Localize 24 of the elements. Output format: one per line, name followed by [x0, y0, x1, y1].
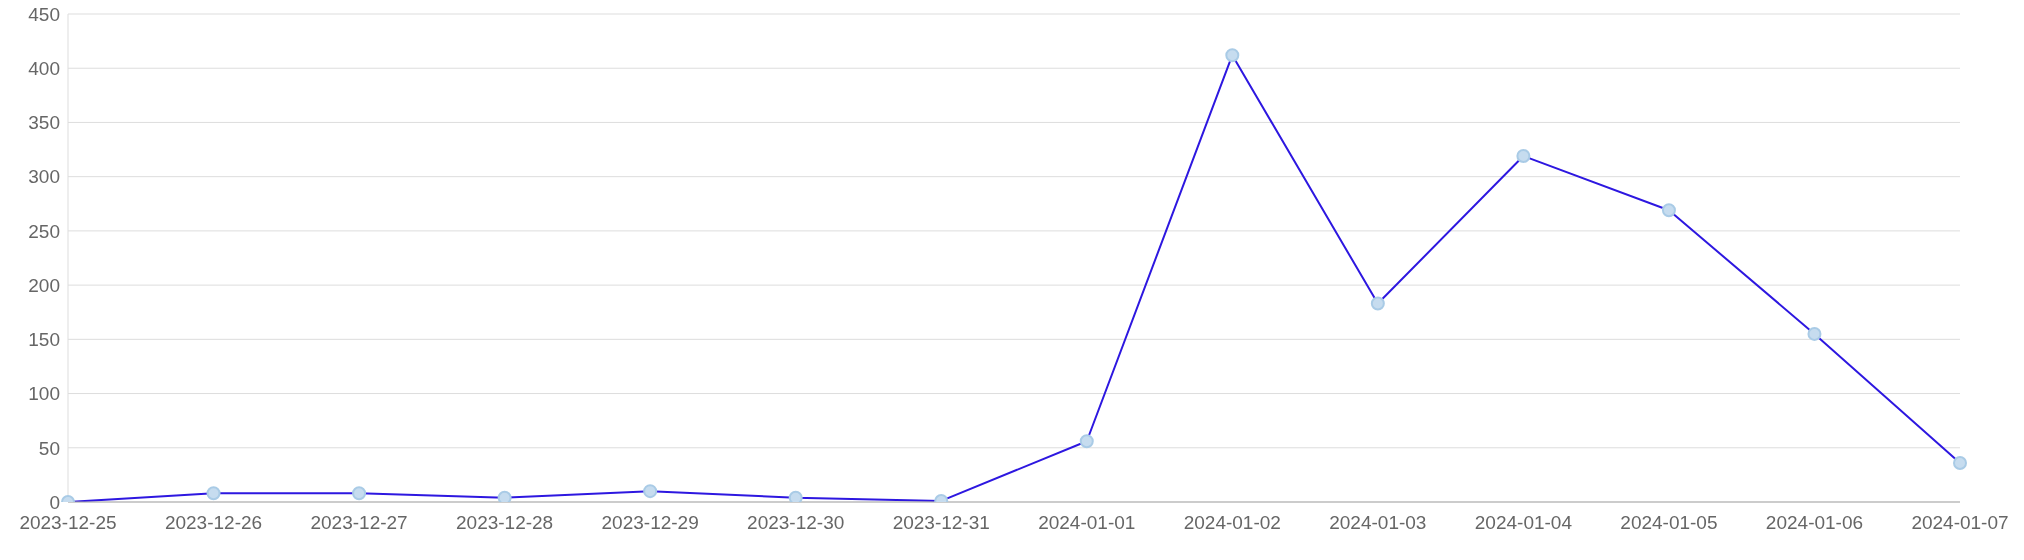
y-tick-label: 150 [28, 329, 60, 351]
x-tick-label: 2023-12-25 [19, 512, 117, 534]
x-tick-label: 2024-01-05 [1620, 512, 1718, 534]
y-tick-label: 50 [38, 437, 60, 459]
x-tick-label: 2024-01-03 [1329, 512, 1427, 534]
x-tick-label: 2023-12-29 [601, 512, 699, 534]
x-tick-label: 2024-01-07 [1911, 512, 2009, 534]
y-tick-label: 400 [28, 57, 60, 79]
x-tick-label: 2024-01-01 [1038, 512, 1136, 534]
y-tick-label: 350 [28, 112, 60, 134]
x-tick-label: 2023-12-27 [310, 512, 408, 534]
x-tick-label: 2024-01-06 [1765, 512, 1864, 534]
y-tick-label: 450 [28, 3, 60, 25]
x-tick-label: 2024-01-04 [1474, 512, 1573, 534]
x-tick-label: 2024-01-02 [1183, 512, 1281, 534]
x-tick-label: 2023-12-30 [747, 512, 845, 534]
x-tick-label: 2023-12-28 [456, 512, 554, 534]
x-tick-label: 2023-12-26 [164, 512, 263, 534]
y-tick-label: 300 [28, 166, 60, 188]
y-tick-label: 250 [28, 220, 60, 242]
x-tick-label: 2023-12-31 [892, 512, 990, 534]
y-tick-label: 100 [28, 383, 60, 405]
y-tick-label: 0 [49, 491, 60, 513]
y-tick-label: 200 [28, 274, 60, 296]
